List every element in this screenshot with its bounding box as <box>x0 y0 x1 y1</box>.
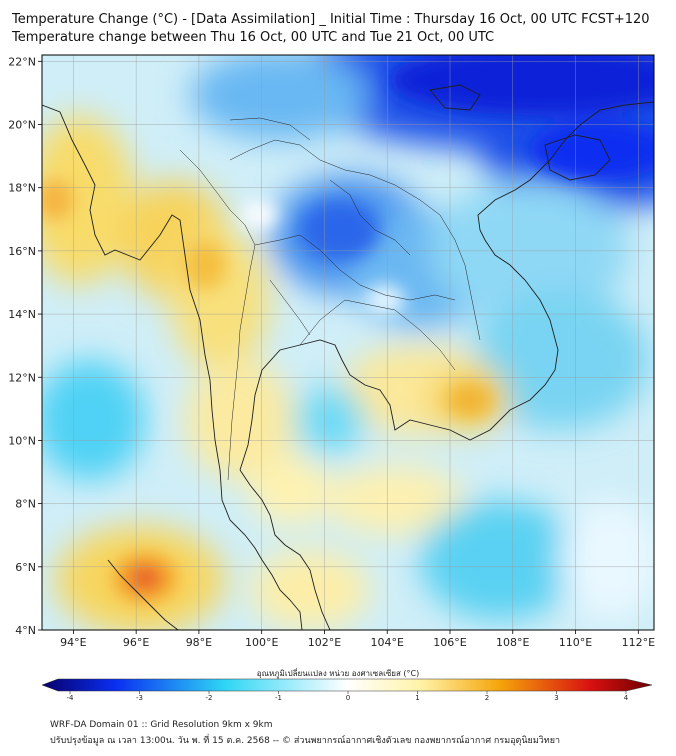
footer-update-info: ปรับปรุงข้อมูล ณ เวลา 13:00น. วัน พ. ที่… <box>50 736 561 746</box>
lat-label: 12°N <box>8 371 36 384</box>
colorbar-tick-label: -1 <box>275 694 282 702</box>
footer-model-info: WRF-DA Domain 01 :: Grid Resolution 9km … <box>50 720 273 730</box>
lon-label: 94°E <box>60 636 86 649</box>
map-title: Temperature Change (°C) - [Data Assimila… <box>12 12 650 27</box>
colorbar-tick-label: 4 <box>624 694 629 702</box>
colorbar: -4 -3 -2 -1 0 1 2 3 4 <box>41 678 653 702</box>
map-frame <box>41 54 655 631</box>
lat-label: 16°N <box>8 245 36 258</box>
field-core-shading <box>42 55 654 603</box>
colorbar-tick-label: -3 <box>136 694 143 702</box>
colorbar-tick-label: 3 <box>554 694 558 702</box>
lat-label: 4°N <box>15 624 36 637</box>
lon-label: 106°E <box>433 636 466 649</box>
colorbar-ticks: -4 -3 -2 -1 0 1 2 3 4 <box>67 691 629 702</box>
lon-label: 102°E <box>308 636 341 649</box>
lat-label: 14°N <box>8 308 36 321</box>
temperature-field <box>42 55 654 630</box>
colorbar-tick-label: -4 <box>67 694 75 702</box>
coastlines <box>42 84 654 630</box>
lat-label: 8°N <box>15 498 36 511</box>
lat-label: 10°N <box>8 434 36 447</box>
lat-label: 18°N <box>8 182 36 195</box>
colorbar-tick-label: -2 <box>206 694 213 702</box>
lat-label: 20°N <box>8 119 36 132</box>
lon-label: 108°E <box>496 636 529 649</box>
lat-label: 6°N <box>15 561 36 574</box>
map-subtitle: Temperature change between Thu 16 Oct, 0… <box>12 30 495 45</box>
colorbar-tick-label: 0 <box>346 694 350 702</box>
lon-label: 110°E <box>559 636 592 649</box>
colorbar-title: อุณหภูมิเปลี่ยนแปลง หน่วย องศาเซลเซียส (… <box>256 669 420 678</box>
lon-label: 104°E <box>371 636 404 649</box>
colorbar-tick-label: 1 <box>415 694 419 702</box>
graticule <box>42 55 654 630</box>
colorbar-tick-label: 2 <box>485 694 489 702</box>
lon-label: 96°E <box>123 636 149 649</box>
lon-label: 98°E <box>186 636 212 649</box>
lon-label: 100°E <box>245 636 278 649</box>
longitude-labels: 94°E 96°E 98°E 100°E 102°E 104°E 106°E 108°E 110… <box>60 630 655 649</box>
colorbar-strip <box>41 678 653 692</box>
lon-label: 112°E <box>622 636 655 649</box>
latitude-labels: 4°N 6°N 8°N 10°N 12°N 14°N 16°N 18°N 20°N 22°N <box>8 55 42 637</box>
lat-label: 22°N <box>8 55 36 68</box>
country-borders <box>179 117 481 481</box>
